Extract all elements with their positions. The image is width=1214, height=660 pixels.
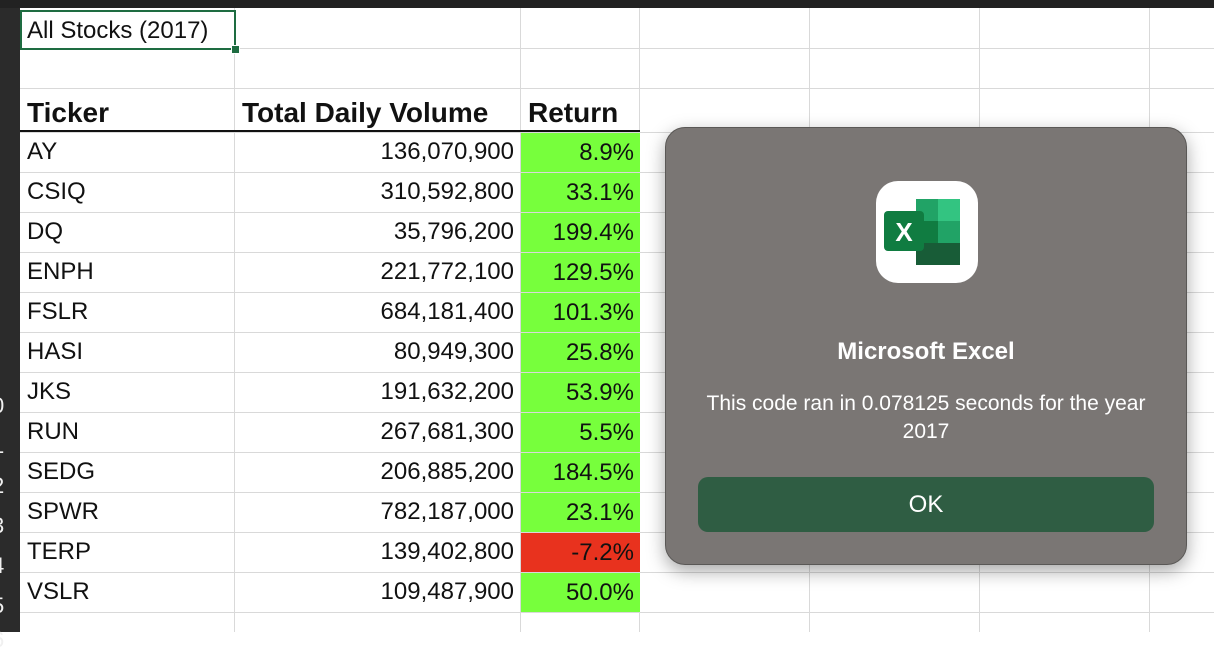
dialog-message: This code ran in 0.078125 seconds for th… [706,392,1146,443]
volume-cell[interactable]: 267,681,300 [380,418,514,445]
volume-cell[interactable]: 35,796,200 [393,218,514,245]
row-number[interactable]: 0 [0,386,12,426]
return-cell[interactable]: 8.9% [521,133,640,172]
excel-icon-letter: X [895,217,913,247]
return-cell[interactable]: 199.4% [521,213,640,252]
selected-cell-border [20,10,236,50]
alert-dialog: X Microsoft Excel This code ran in 0.078… [665,127,1187,565]
row-number[interactable]: 2 [0,466,12,506]
ticker-cell[interactable]: FSLR [27,298,89,325]
volume-cell[interactable]: 206,885,200 [380,458,514,485]
volume-cell[interactable]: 684,181,400 [380,298,514,325]
ticker-cell[interactable]: TERP [27,538,92,565]
volume-cell[interactable]: 221,772,100 [380,258,514,285]
return-cell[interactable]: 53.9% [521,373,640,412]
row-number[interactable]: 5 [0,586,12,626]
dialog-title: Microsoft Excel [837,338,1015,365]
row-number[interactable]: 3 [0,506,12,546]
ticker-cell[interactable]: VSLR [27,578,90,605]
header-ticker[interactable]: Ticker [27,97,109,128]
ticker-cell[interactable]: ENPH [27,258,94,285]
return-cell[interactable]: 25.8% [521,333,640,372]
fill-handle[interactable] [231,45,240,54]
row-number[interactable]: 6 [0,620,12,660]
return-cell[interactable]: 129.5% [521,253,640,292]
row-number[interactable]: 1 [0,426,12,466]
ticker-cell[interactable]: JKS [27,378,72,405]
ticker-cell[interactable]: SPWR [27,498,99,525]
volume-cell[interactable]: 310,592,800 [380,178,514,205]
return-cell[interactable]: -7.2% [521,533,640,572]
row-number[interactable]: 4 [0,546,12,586]
return-cell[interactable]: 5.5% [521,413,640,452]
ok-button[interactable]: OK [698,477,1154,532]
ticker-cell[interactable]: SEDG [27,458,96,485]
microsoft-excel-app-icon: X [876,181,978,283]
volume-cell[interactable]: 109,487,900 [380,578,514,605]
return-cell[interactable]: 50.0% [521,573,640,612]
return-cell[interactable]: 33.1% [521,173,640,212]
ticker-cell[interactable]: DQ [27,218,63,245]
ticker-cell[interactable]: CSIQ [27,178,86,205]
volume-cell[interactable]: 782,187,000 [380,498,514,525]
row-number-gutter: 0 1 2 3 4 5 6 [0,8,20,652]
volume-cell[interactable]: 139,402,800 [380,538,514,565]
volume-cell[interactable]: 80,949,300 [393,338,514,365]
ticker-cell[interactable]: HASI [27,338,84,365]
ticker-cell[interactable]: RUN [27,418,79,445]
ticker-cell[interactable]: AY [27,138,58,165]
header-bottom-border [20,130,640,132]
title-cell[interactable]: All Stocks (2017) [27,17,209,44]
return-cell[interactable]: 184.5% [521,453,640,492]
volume-cell[interactable]: 191,632,200 [380,378,514,405]
window-top-bar [0,0,1214,8]
return-cell[interactable]: 23.1% [521,493,640,532]
volume-cell[interactable]: 136,070,900 [380,138,514,165]
return-cell[interactable]: 101.3% [521,293,640,332]
header-total-daily-volume[interactable]: Total Daily Volume [242,97,489,128]
header-return[interactable]: Return [528,97,619,128]
